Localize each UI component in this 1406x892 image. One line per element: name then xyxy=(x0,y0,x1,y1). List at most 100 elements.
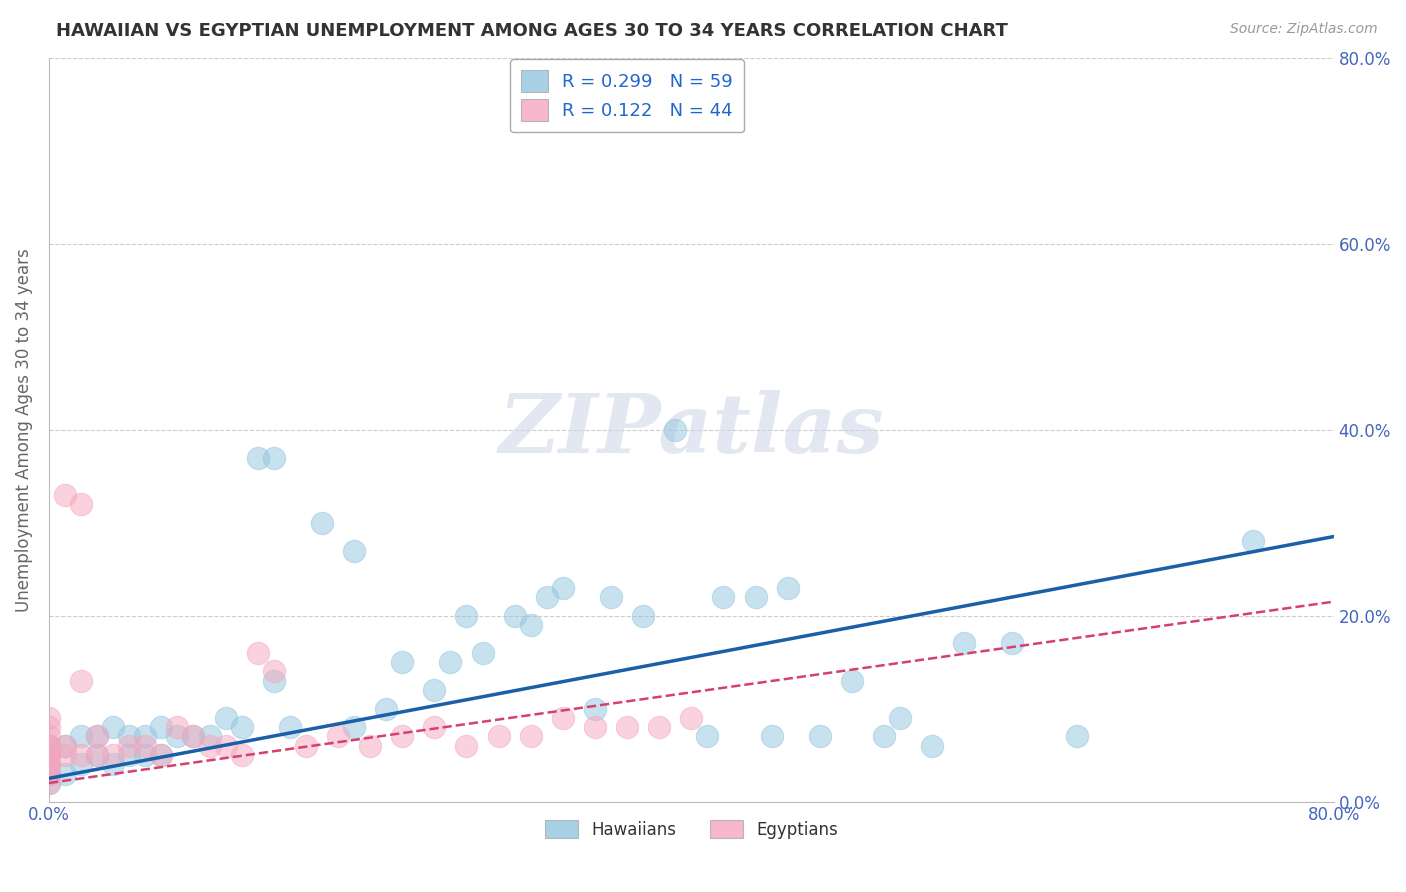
Text: HAWAIIAN VS EGYPTIAN UNEMPLOYMENT AMONG AGES 30 TO 34 YEARS CORRELATION CHART: HAWAIIAN VS EGYPTIAN UNEMPLOYMENT AMONG … xyxy=(56,22,1008,40)
Point xyxy=(551,581,574,595)
Point xyxy=(696,730,718,744)
Point xyxy=(166,720,188,734)
Legend: Hawaiians, Egyptians: Hawaiians, Egyptians xyxy=(538,814,845,846)
Point xyxy=(53,766,76,780)
Point xyxy=(38,711,60,725)
Text: Source: ZipAtlas.com: Source: ZipAtlas.com xyxy=(1230,22,1378,37)
Point xyxy=(150,748,173,763)
Point xyxy=(38,776,60,790)
Point xyxy=(53,739,76,753)
Point xyxy=(70,497,93,511)
Point xyxy=(953,636,976,650)
Point xyxy=(456,739,478,753)
Point xyxy=(873,730,896,744)
Point xyxy=(86,730,108,744)
Point xyxy=(519,730,541,744)
Point xyxy=(246,646,269,660)
Point xyxy=(103,757,125,772)
Point xyxy=(38,757,60,772)
Point xyxy=(583,720,606,734)
Point xyxy=(183,730,205,744)
Point xyxy=(808,730,831,744)
Point xyxy=(198,730,221,744)
Point xyxy=(375,701,398,715)
Point xyxy=(38,766,60,780)
Point xyxy=(1066,730,1088,744)
Point xyxy=(439,655,461,669)
Point xyxy=(343,543,366,558)
Point xyxy=(263,665,285,679)
Point xyxy=(488,730,510,744)
Point xyxy=(889,711,911,725)
Point xyxy=(616,720,638,734)
Point xyxy=(664,423,686,437)
Point xyxy=(631,608,654,623)
Point xyxy=(471,646,494,660)
Point xyxy=(263,450,285,465)
Point xyxy=(38,748,60,763)
Point xyxy=(278,720,301,734)
Point xyxy=(70,730,93,744)
Point xyxy=(921,739,943,753)
Point xyxy=(841,673,863,688)
Point xyxy=(648,720,671,734)
Point xyxy=(118,739,141,753)
Point xyxy=(103,748,125,763)
Point xyxy=(183,730,205,744)
Point xyxy=(423,683,446,698)
Point xyxy=(118,748,141,763)
Text: ZIPatlas: ZIPatlas xyxy=(499,390,884,469)
Point xyxy=(246,450,269,465)
Point xyxy=(166,730,188,744)
Point xyxy=(38,739,60,753)
Point xyxy=(600,590,623,604)
Point xyxy=(134,748,156,763)
Point xyxy=(1001,636,1024,650)
Point xyxy=(1241,534,1264,549)
Point xyxy=(38,776,60,790)
Point xyxy=(86,748,108,763)
Point xyxy=(551,711,574,725)
Point xyxy=(713,590,735,604)
Point xyxy=(38,757,60,772)
Point xyxy=(150,748,173,763)
Point xyxy=(53,748,76,763)
Point xyxy=(391,655,413,669)
Point xyxy=(503,608,526,623)
Point xyxy=(583,701,606,715)
Point xyxy=(38,730,60,744)
Point xyxy=(134,739,156,753)
Point xyxy=(150,720,173,734)
Point xyxy=(38,766,60,780)
Point xyxy=(423,720,446,734)
Point xyxy=(681,711,703,725)
Point xyxy=(343,720,366,734)
Point xyxy=(38,739,60,753)
Point xyxy=(38,720,60,734)
Point xyxy=(70,757,93,772)
Point xyxy=(38,748,60,763)
Point xyxy=(70,748,93,763)
Point xyxy=(38,757,60,772)
Y-axis label: Unemployment Among Ages 30 to 34 years: Unemployment Among Ages 30 to 34 years xyxy=(15,248,32,612)
Point xyxy=(214,711,236,725)
Point xyxy=(38,739,60,753)
Point xyxy=(776,581,799,595)
Point xyxy=(744,590,766,604)
Point xyxy=(761,730,783,744)
Point xyxy=(456,608,478,623)
Point xyxy=(214,739,236,753)
Point xyxy=(134,730,156,744)
Point xyxy=(519,618,541,632)
Point xyxy=(86,748,108,763)
Point xyxy=(86,730,108,744)
Point xyxy=(70,673,93,688)
Point xyxy=(536,590,558,604)
Point xyxy=(53,739,76,753)
Point xyxy=(38,748,60,763)
Point xyxy=(103,720,125,734)
Point xyxy=(231,748,253,763)
Point xyxy=(359,739,381,753)
Point xyxy=(53,488,76,502)
Point xyxy=(231,720,253,734)
